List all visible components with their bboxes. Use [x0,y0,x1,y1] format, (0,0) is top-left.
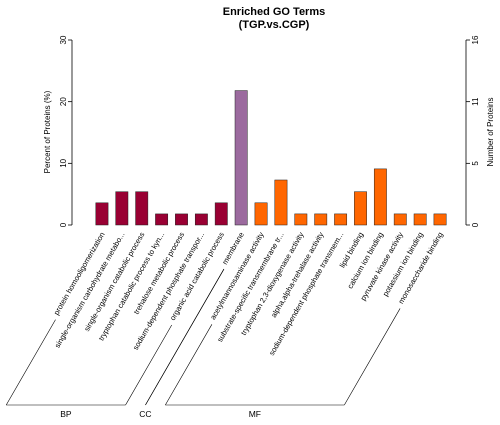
y-left-tick-label: 10 [59,158,68,167]
bar [393,213,407,226]
bar [433,213,447,226]
bar [274,179,288,226]
group-guide-left [5,319,56,406]
bar [234,90,248,226]
bar [254,202,268,226]
y-right-tick-label: 5 [471,161,480,166]
bar [314,213,328,226]
y-left-tick-label: 0 [59,222,68,227]
group-label: BP [60,409,72,419]
category-labels: protein homooligomerizationsingle-organi… [52,230,445,357]
group-label: CC [139,409,151,419]
bar [115,191,129,226]
bar-series [95,90,447,226]
bar [413,213,427,226]
chart-axes: 0 10 20 30 0 5 11 16 [59,35,480,227]
bar [373,168,387,226]
bar [95,202,109,226]
group-guide-right [344,308,401,406]
group-brackets: BP CC MF [5,268,401,419]
y-left-tick-label: 20 [59,97,68,106]
group-guide-right [145,268,225,406]
bar [175,213,188,226]
y-axis-left-label: Percent of Proteins (%) [43,90,52,173]
bar [135,191,149,226]
group-guide-right [125,324,172,406]
bar [155,213,169,226]
chart-title: Enriched GO Terms [223,6,326,18]
bar [354,191,367,226]
y-right-tick-label: 11 [471,97,480,106]
bar [294,213,308,226]
bar [194,213,208,226]
y-left-tick-label: 30 [59,35,68,44]
y-right-tick-label: 0 [471,222,480,227]
group-guide-left [165,324,213,406]
group-label: MF [249,409,261,419]
bar [334,213,348,226]
bar [214,202,228,226]
y-axis-right-label: Number of Proteins [486,98,495,167]
y-right-tick-label: 16 [471,35,480,44]
chart-subtitle: (TGP.vs.CGP) [239,19,310,31]
